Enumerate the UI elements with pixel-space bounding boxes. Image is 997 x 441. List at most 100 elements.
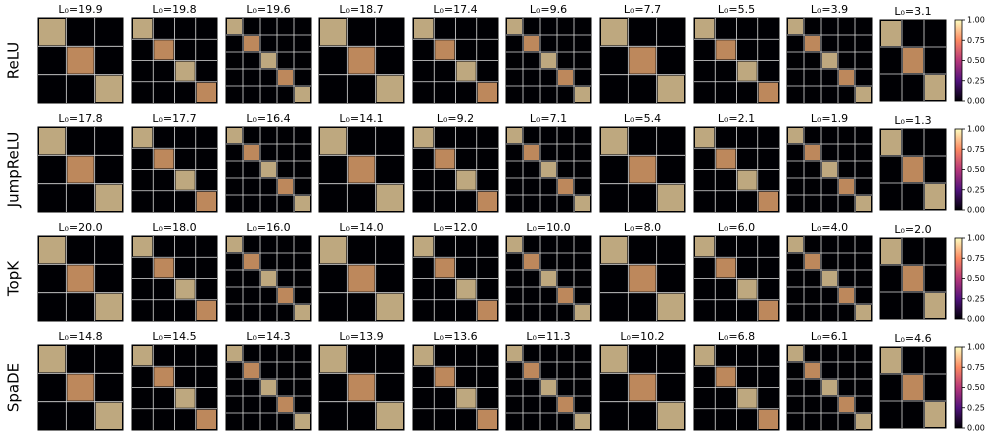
heatmap-block [376, 293, 403, 320]
panel-title: L₀=16.0 [246, 221, 290, 234]
heatmap-block [295, 196, 310, 211]
heatmap-block [839, 179, 854, 194]
heatmap-block [524, 363, 539, 378]
colorbar-tick-label: 0.25 [967, 185, 985, 194]
heatmap-block [227, 346, 242, 361]
heatmap-block [575, 196, 590, 211]
heatmap-block [822, 162, 837, 177]
heatmap-block [227, 128, 242, 143]
heatmap-block [881, 348, 901, 373]
heatmap-block [133, 128, 153, 148]
heatmap-block [133, 19, 153, 39]
heatmap-block [856, 414, 871, 429]
heatmap-block [881, 130, 901, 155]
panel-title: L₀=8.0 [624, 221, 661, 234]
heatmap-block [903, 266, 923, 291]
panel-title: L₀=17.8 [58, 112, 102, 125]
heatmap-block [601, 19, 628, 46]
heatmap-block [261, 380, 276, 395]
heatmap-block [558, 397, 573, 412]
heatmap-block [822, 380, 837, 395]
colorbar-tick-label: 0.00 [967, 97, 985, 106]
heatmap-block [507, 19, 522, 34]
heatmap-block [903, 375, 923, 400]
panel-title: L₀=16.4 [246, 112, 290, 125]
heatmap-block [154, 40, 174, 60]
heatmap-block [716, 258, 736, 278]
heatmap-block [348, 156, 375, 183]
heatmap-block [695, 346, 715, 366]
panel-title: L₀=17.7 [152, 112, 196, 125]
colorbar-tick-label: 0.25 [967, 403, 985, 412]
heatmap-block [261, 162, 276, 177]
heatmap-block [95, 184, 122, 211]
heatmap-block [839, 288, 854, 303]
panel-title: L₀=1.9 [811, 112, 848, 125]
panel-title: L₀=9.2 [437, 112, 474, 125]
heatmap-block [95, 75, 122, 102]
panel-title: L₀=12.0 [433, 221, 477, 234]
heatmap-block [695, 19, 715, 39]
panel-title: L₀=18.0 [152, 221, 196, 234]
colorbar-tick-label: 0.00 [967, 315, 985, 324]
heatmap-block [154, 258, 174, 278]
panel-title: L₀=13.9 [339, 330, 383, 343]
panel-title: L₀=9.6 [530, 3, 567, 16]
panel-title: L₀=13.6 [433, 330, 477, 343]
heatmap-block [507, 237, 522, 252]
heatmap-block [629, 47, 656, 74]
panel-title: L₀=6.1 [811, 330, 848, 343]
panel-title: L₀=14.8 [58, 330, 102, 343]
heatmap-block [477, 82, 497, 102]
heatmap-block [39, 346, 66, 373]
colorbar-tick-label: 0.50 [967, 165, 985, 174]
heatmap-block [788, 128, 803, 143]
heatmap-block [456, 279, 476, 299]
heatmap-block [175, 279, 195, 299]
heatmap-block [541, 162, 556, 177]
heatmap-block [348, 47, 375, 74]
heatmap-block [320, 237, 347, 264]
heatmap-block [376, 402, 403, 429]
heatmap-block [196, 409, 216, 429]
heatmap-block [737, 279, 757, 299]
colorbar-tick-label: 1.00 [967, 16, 985, 25]
heatmap-block [716, 149, 736, 169]
heatmap-block [456, 388, 476, 408]
heatmap-block [839, 397, 854, 412]
panel-title: L₀=4.6 [894, 332, 931, 345]
heatmap-block [39, 19, 66, 46]
heatmap-block [903, 157, 923, 182]
heatmap-block [716, 367, 736, 387]
heatmap-block [558, 70, 573, 85]
heatmap-block [788, 19, 803, 34]
heatmap-block [295, 87, 310, 102]
heatmap-block [805, 254, 820, 269]
heatmap-block [295, 414, 310, 429]
heatmap-block [244, 36, 259, 51]
heatmap-block [348, 374, 375, 401]
heatmap-block [261, 271, 276, 286]
panel-title: L₀=17.4 [433, 3, 477, 16]
heatmap-block [278, 288, 293, 303]
heatmap-block [805, 363, 820, 378]
colorbar-tick-label: 0.50 [967, 56, 985, 65]
heatmap-block [805, 145, 820, 160]
colorbar-tick-label: 0.50 [967, 383, 985, 392]
colorbar-tick-label: 0.75 [967, 145, 985, 154]
heatmap-block [558, 179, 573, 194]
panel-title: L₀=19.9 [58, 3, 102, 16]
heatmap-block [348, 265, 375, 292]
colorbar-tick-label: 0.00 [967, 206, 985, 215]
panel-title: L₀=14.5 [152, 330, 196, 343]
heatmap-block [524, 254, 539, 269]
panel-title: L₀=5.5 [718, 3, 755, 16]
heatmap-block [575, 414, 590, 429]
heatmap-block [414, 19, 434, 39]
heatmap-block [320, 128, 347, 155]
heatmap-block [601, 237, 628, 264]
heatmap-block [524, 145, 539, 160]
panel-title: L₀=2.0 [894, 223, 931, 236]
heatmap-block [629, 265, 656, 292]
panel-title: L₀=7.1 [530, 112, 567, 125]
